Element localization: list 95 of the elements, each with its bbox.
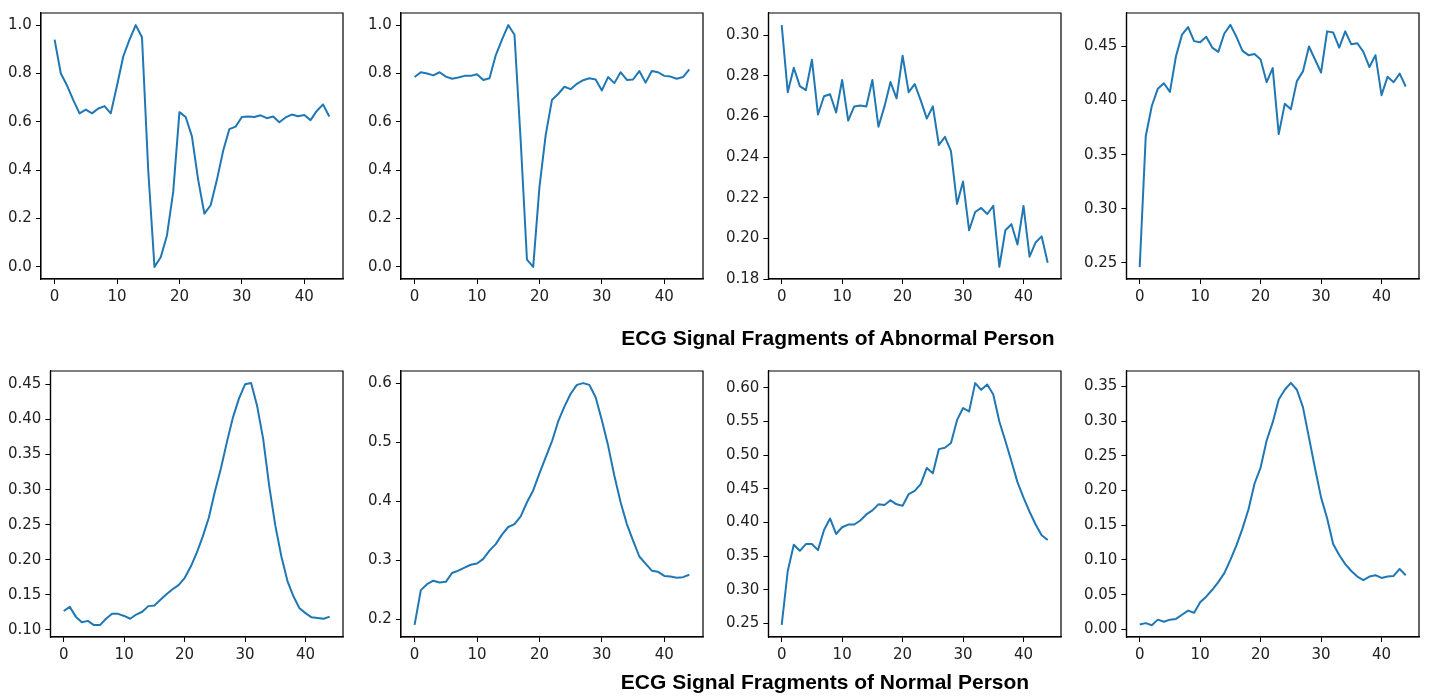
y-tick-label: 0.20 (725, 228, 760, 247)
x-axis-title: ECG Signal Fragments of Normal Person (620, 670, 1030, 694)
x-tick-label: 30 (235, 644, 255, 663)
y-tick-label: 0.30 (725, 25, 760, 44)
y-tick-label: 0.60 (725, 377, 760, 396)
y-tick-label: 0.30 (1083, 410, 1118, 429)
x-tick-label: 20 (529, 286, 549, 305)
x-tick-label: 0 (49, 286, 60, 305)
y-tick-label: 0.35 (1083, 144, 1118, 163)
y-tick-label: 0.50 (725, 445, 760, 464)
x-tick-label: 0 (58, 644, 69, 663)
y-tick-label: 0.5 (368, 431, 392, 450)
x-tick-label: 10 (467, 644, 487, 663)
x-tick-label: 10 (467, 286, 487, 305)
y-tick-label: 0.8 (368, 63, 392, 82)
y-tick-label: 0.28 (725, 65, 760, 84)
x-tick-label: 10 (1190, 644, 1210, 663)
y-tick-label: 0.3 (368, 549, 392, 568)
y-tick-label: 0.45 (7, 374, 42, 393)
x-tick-label: 30 (592, 644, 612, 663)
x-tick-label: 10 (832, 286, 852, 305)
x-tick-label: 40 (1013, 644, 1034, 663)
y-tick-label: 0.30 (725, 579, 760, 598)
y-tick-label: 0.40 (725, 512, 760, 531)
y-tick-label: 0.45 (1083, 36, 1118, 55)
y-tick-label: 0.35 (725, 546, 760, 565)
x-tick-label: 40 (1013, 286, 1034, 305)
y-tick-label: 0.55 (725, 411, 760, 430)
x-tick-label: 20 (169, 286, 189, 305)
y-tick-label: 0.15 (1083, 515, 1118, 534)
x-axis-title: ECG Signal Fragments of Abnormal Person (621, 326, 1055, 350)
y-tick-label: 0.24 (725, 147, 760, 166)
y-tick-label: 0.00 (1083, 619, 1118, 638)
x-tick-label: 40 (1371, 286, 1392, 305)
y-tick-label: 0.10 (7, 619, 42, 638)
y-tick-label: 0.30 (1083, 198, 1118, 217)
y-tick-label: 0.2 (368, 208, 392, 227)
y-tick-label: 0.8 (8, 63, 32, 82)
x-tick-label: 40 (294, 286, 314, 305)
y-tick-label: 0.25 (1083, 445, 1118, 464)
x-tick-label: 40 (654, 644, 674, 663)
x-tick-label: 10 (107, 286, 127, 305)
x-tick-label: 10 (114, 644, 134, 663)
x-tick-label: 30 (232, 286, 252, 305)
y-tick-label: 0.20 (7, 549, 42, 568)
y-tick-label: 0.45 (725, 478, 760, 497)
x-tick-label: 30 (953, 644, 973, 663)
x-tick-label: 10 (832, 644, 852, 663)
x-tick-label: 20 (529, 644, 549, 663)
y-tick-label: 0.20 (1083, 480, 1118, 499)
y-tick-label: 0.25 (7, 514, 42, 533)
y-tick-label: 0.2 (8, 208, 32, 227)
y-tick-label: 0.15 (7, 584, 42, 603)
x-tick-label: 30 (1311, 644, 1331, 663)
y-tick-label: 0.26 (725, 106, 760, 125)
y-tick-label: 0.6 (368, 372, 392, 391)
x-tick-label: 30 (953, 286, 973, 305)
y-tick-label: 0.40 (1083, 90, 1118, 109)
x-tick-label: 40 (295, 644, 316, 663)
y-tick-label: 1.0 (8, 14, 32, 33)
x-tick-label: 0 (409, 644, 420, 663)
y-tick-label: 0.35 (1083, 376, 1118, 395)
y-tick-label: 0.30 (7, 479, 42, 498)
y-tick-label: 0.6 (368, 111, 392, 130)
y-tick-label: 0.18 (725, 268, 760, 287)
y-tick-label: 0.2 (368, 608, 392, 627)
y-tick-label: 0.40 (7, 409, 42, 428)
y-tick-label: 0.05 (1083, 584, 1118, 603)
x-tick-label: 40 (1371, 644, 1392, 663)
x-tick-label: 20 (1251, 644, 1271, 663)
y-tick-label: 0.0 (8, 256, 32, 275)
x-tick-label: 20 (1251, 286, 1271, 305)
x-tick-label: 0 (1134, 644, 1145, 663)
y-tick-label: 0.0 (368, 256, 392, 275)
x-tick-label: 40 (654, 286, 674, 305)
x-tick-label: 0 (776, 644, 787, 663)
y-tick-label: 0.35 (7, 444, 42, 463)
y-tick-label: 0.25 (725, 613, 760, 632)
x-tick-label: 0 (776, 286, 787, 305)
y-tick-label: 0.4 (368, 160, 392, 179)
y-tick-label: 0.6 (8, 111, 32, 130)
x-tick-label: 20 (893, 286, 913, 305)
y-tick-label: 0.4 (8, 160, 32, 179)
x-tick-label: 20 (893, 644, 913, 663)
x-tick-label: 0 (409, 286, 420, 305)
x-tick-label: 30 (1311, 286, 1331, 305)
x-tick-label: 10 (1190, 286, 1210, 305)
x-tick-label: 0 (1134, 286, 1145, 305)
x-tick-label: 20 (175, 644, 195, 663)
y-tick-label: 1.0 (368, 14, 392, 33)
x-tick-label: 30 (592, 286, 612, 305)
y-tick-label: 0.4 (368, 490, 392, 509)
y-tick-label: 0.25 (1083, 252, 1118, 271)
y-tick-label: 0.22 (725, 187, 760, 206)
y-tick-label: 0.10 (1083, 549, 1118, 568)
